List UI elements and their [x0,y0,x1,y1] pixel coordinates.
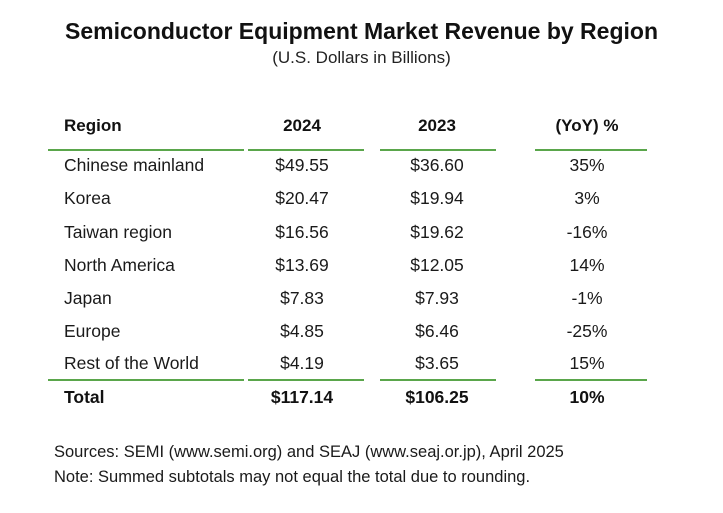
row-2024: $7.83 [280,288,324,308]
total-rule-2024 [248,379,364,381]
row-region: Korea [64,188,111,208]
sources-note: Sources: SEMI (www.semi.org) and SEAJ (w… [54,443,564,461]
page-subtitle: (U.S. Dollars in Billions) [272,48,451,67]
header-region: Region [64,116,122,135]
row-2024: $13.69 [275,255,329,275]
row-2023: $36.60 [410,155,464,175]
total-2023: $106.25 [405,387,469,407]
row-2023: $6.46 [415,321,459,341]
row-yoy: 3% [574,188,600,208]
row-2023: $3.65 [415,353,459,373]
row-2023: $7.93 [415,288,459,308]
row-yoy: 14% [569,255,605,275]
row-2023: $12.05 [410,255,464,275]
row-yoy: -25% [566,321,608,341]
total-2024: $117.14 [270,387,334,407]
header-rule-region [48,149,244,151]
row-2024: $4.19 [280,353,324,373]
row-yoy: 15% [569,353,605,373]
header-rule-2024 [248,149,364,151]
row-2024: $20.47 [275,188,329,208]
row-region: Europe [64,321,121,341]
row-yoy: -1% [571,288,603,308]
total-rule-yoy [535,379,647,381]
row-2023: $19.62 [410,222,464,242]
header-yoy: (YoY) % [555,116,619,135]
row-region: Rest of the World [64,353,199,373]
row-region: North America [64,255,175,275]
total-yoy: 10% [569,387,605,407]
page-title: Semiconductor Equipment Market Revenue b… [65,18,658,44]
row-2024: $4.85 [280,321,324,341]
row-2023: $19.94 [410,188,464,208]
rounding-note: Note: Summed subtotals may not equal the… [54,468,531,486]
header-2023: 2023 [418,116,456,135]
row-region: Chinese mainland [64,155,205,175]
total-label: Total [64,387,105,407]
row-region: Japan [64,288,112,308]
total-rule-2023 [380,379,496,381]
header-2024: 2024 [283,116,321,135]
header-rule-yoy [535,149,647,151]
row-2024: $16.56 [275,222,329,242]
row-region: Taiwan region [64,222,172,242]
row-yoy: -16% [566,222,608,242]
row-yoy: 35% [569,155,605,175]
total-rule-region [48,379,244,381]
header-rule-2023 [380,149,496,151]
row-2024: $49.55 [275,155,329,175]
